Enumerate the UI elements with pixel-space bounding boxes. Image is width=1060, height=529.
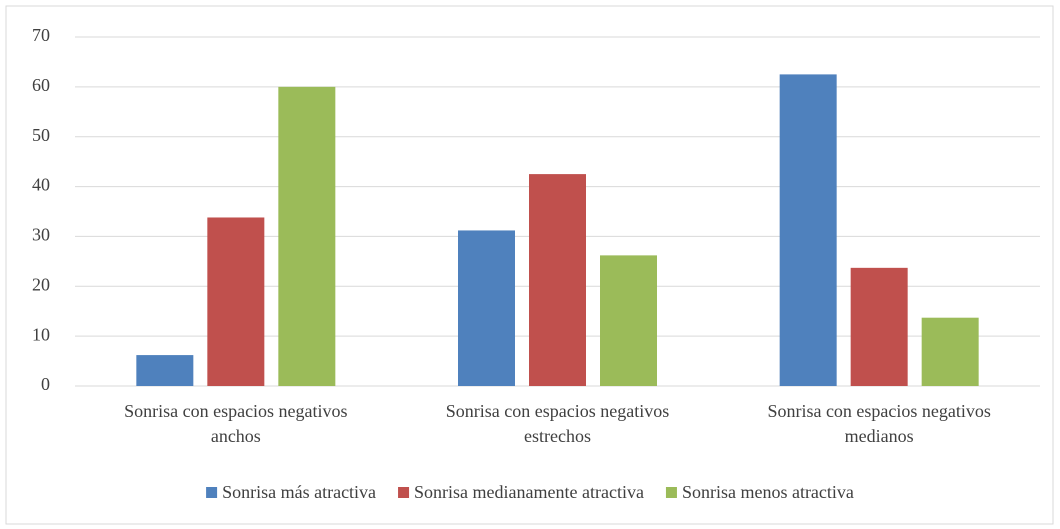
- y-tick-label: 10: [32, 324, 50, 344]
- y-tick-label: 60: [32, 75, 50, 95]
- y-tick-label: 30: [32, 225, 50, 245]
- legend-swatch: [398, 487, 410, 498]
- x-tick-label: Sonrisa con espacios negativos estrechos: [446, 401, 669, 446]
- x-tick-label: Sonrisa con espacios negativos anchos: [124, 401, 347, 446]
- legend-swatch: [206, 487, 218, 498]
- y-tick-label: 50: [32, 125, 50, 145]
- bar: [458, 230, 515, 386]
- bar: [136, 355, 194, 386]
- x-tick-label: Sonrisa con espacios negativos medianos: [767, 401, 990, 446]
- bar: [207, 217, 265, 386]
- bar: [779, 74, 837, 387]
- legend-label: Sonrisa medianamente atractiva: [414, 482, 644, 502]
- bar: [278, 86, 336, 386]
- bar: [850, 267, 908, 386]
- legend: Sonrisa más atractiva Sonrisa medianament…: [206, 482, 854, 502]
- y-tick-label: 70: [32, 25, 50, 45]
- legend-label: Sonrisa más atractiva: [222, 482, 376, 502]
- y-tick-label: 20: [32, 274, 50, 294]
- y-tick-label: 40: [32, 175, 50, 195]
- bar: [529, 174, 586, 386]
- y-tick-label: 0: [41, 374, 50, 394]
- bar: [600, 255, 657, 386]
- legend-label: Sonrisa menos atractiva: [682, 482, 854, 502]
- legend-swatch: [665, 487, 677, 498]
- bar: [921, 317, 979, 386]
